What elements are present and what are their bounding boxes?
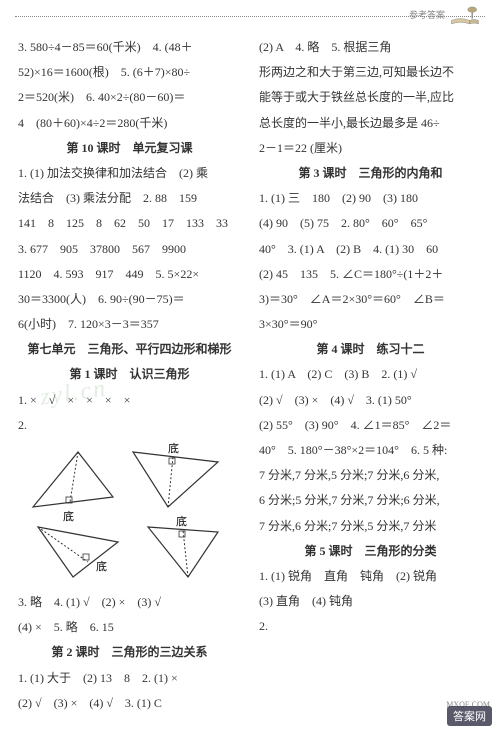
text-line: (2) √ (3) × (4) √ 3. (1) C xyxy=(18,691,241,716)
text-line: 1. (1) 大于 (2) 13 8 2. (1) × xyxy=(18,666,241,691)
text-line: (2) 45 135 5. ∠C＝180°÷(1＋2＋ xyxy=(259,262,482,287)
text-line: 1120 4. 593 917 449 5. 5×22× xyxy=(18,262,241,287)
base-label: 底 xyxy=(168,442,179,455)
text-line: (2) √ (3) × (4) √ 3. (1) 50° xyxy=(259,388,482,413)
text-line: 141 8 125 8 62 50 17 133 33 xyxy=(18,211,241,236)
text-line: 3. 677 905 37800 567 9900 xyxy=(18,237,241,262)
text-line: (3) 直角 (4) 钝角 xyxy=(259,589,482,614)
text-line: 7 分米,6 分米;7 分米,5 分米,7 分米 xyxy=(259,514,482,539)
base-label: 底 xyxy=(96,559,107,573)
text-line: 3. 580÷4－85＝60(千米) 4. (48＋ xyxy=(18,35,241,60)
header-label: 参考答案 xyxy=(409,8,445,21)
text-line: 30＝3300(人) 6. 90÷(90－75)＝ xyxy=(18,287,241,312)
text-line: 52)×16＝1600(根) 5. (6＋7)×80÷ xyxy=(18,60,241,85)
triangle-diagram: 底 底 底 底 xyxy=(18,442,241,586)
text-line: 1. (1) 加法交换律和加法结合 (2) 乘 xyxy=(18,161,241,186)
base-label: 底 xyxy=(176,514,187,528)
text-line: 总长度的一半小,最长边最多是 46÷ xyxy=(259,111,482,136)
text-line: 6 分米;5 分米,7 分米,7 分米;6 分米, xyxy=(259,488,482,513)
lesson-header: 第 4 课时 练习十二 xyxy=(259,337,482,362)
text-line: (2) A 4. 略 5. 根据三角 xyxy=(259,35,482,60)
text-line: 2＝520(米) 6. 40×2÷(80－60)＝ xyxy=(18,85,241,110)
text-line: 3)＝30° ∠A＝2×30°＝60° ∠B＝ xyxy=(259,287,482,312)
text-line: 3. 略 4. (1) √ (2) × (3) √ xyxy=(18,590,241,615)
text-line: 7 分米,7 分米,5 分米;7 分米,6 分米, xyxy=(259,463,482,488)
text-line: 1. (1) A (2) C (3) B 2. (1) √ xyxy=(259,362,482,387)
book-lamp-icon xyxy=(445,0,485,30)
lesson-header: 第 10 课时 单元复习课 xyxy=(18,136,241,161)
text-line: 形两边之和大于第三边,可知最长边不 xyxy=(259,60,482,85)
text-line: 2－1＝22 (厘米) xyxy=(259,136,482,161)
lesson-header: 第 3 课时 三角形的内角和 xyxy=(259,161,482,186)
text-line: 1. (1) 锐角 直角 钝角 (2) 锐角 xyxy=(259,564,482,589)
unit-header: 第七单元 三角形、平行四边形和梯形 xyxy=(18,337,241,362)
text-line: (4) 90 (5) 75 2. 80° 60° 65° xyxy=(259,211,482,236)
content-columns: 3. 580÷4－85＝60(千米) 4. (48＋ 52)×16＝1600(根… xyxy=(18,35,482,716)
text-line: 1. (1) 三 180 (2) 90 (3) 180 xyxy=(259,186,482,211)
footer-stamp: 答案网 xyxy=(447,706,492,726)
text-line: 40° 3. (1) A (2) B 4. (1) 30 60 xyxy=(259,237,482,262)
text-line: 2. xyxy=(259,614,482,639)
text-line: 能等于或大于铁丝总长度的一半,应比 xyxy=(259,85,482,110)
text-line: (2) 55° (3) 90° 4. ∠1＝85° ∠2＝ xyxy=(259,413,482,438)
text-line: 6(小时) 7. 120×3－3＝357 xyxy=(18,312,241,337)
text-line: 40° 5. 180°－38°×2＝104° 6. 5 种: xyxy=(259,438,482,463)
text-line: 3×30°＝90° xyxy=(259,312,482,337)
lesson-header: 第 5 课时 三角形的分类 xyxy=(259,539,482,564)
text-line: 1. × √ × × × × xyxy=(18,388,241,413)
text-line: 4 (80＋60)×4÷2＝280(千米) xyxy=(18,111,241,136)
text-line: 2. xyxy=(18,413,241,438)
lesson-header: 第 1 课时 认识三角形 xyxy=(18,362,241,387)
lesson-header: 第 2 课时 三角形的三边关系 xyxy=(18,640,241,665)
text-line: 法结合 (3) 乘法分配 2. 88 159 xyxy=(18,186,241,211)
base-label: 底 xyxy=(63,509,74,523)
text-line: (4) × 5. 略 6. 15 xyxy=(18,615,241,640)
